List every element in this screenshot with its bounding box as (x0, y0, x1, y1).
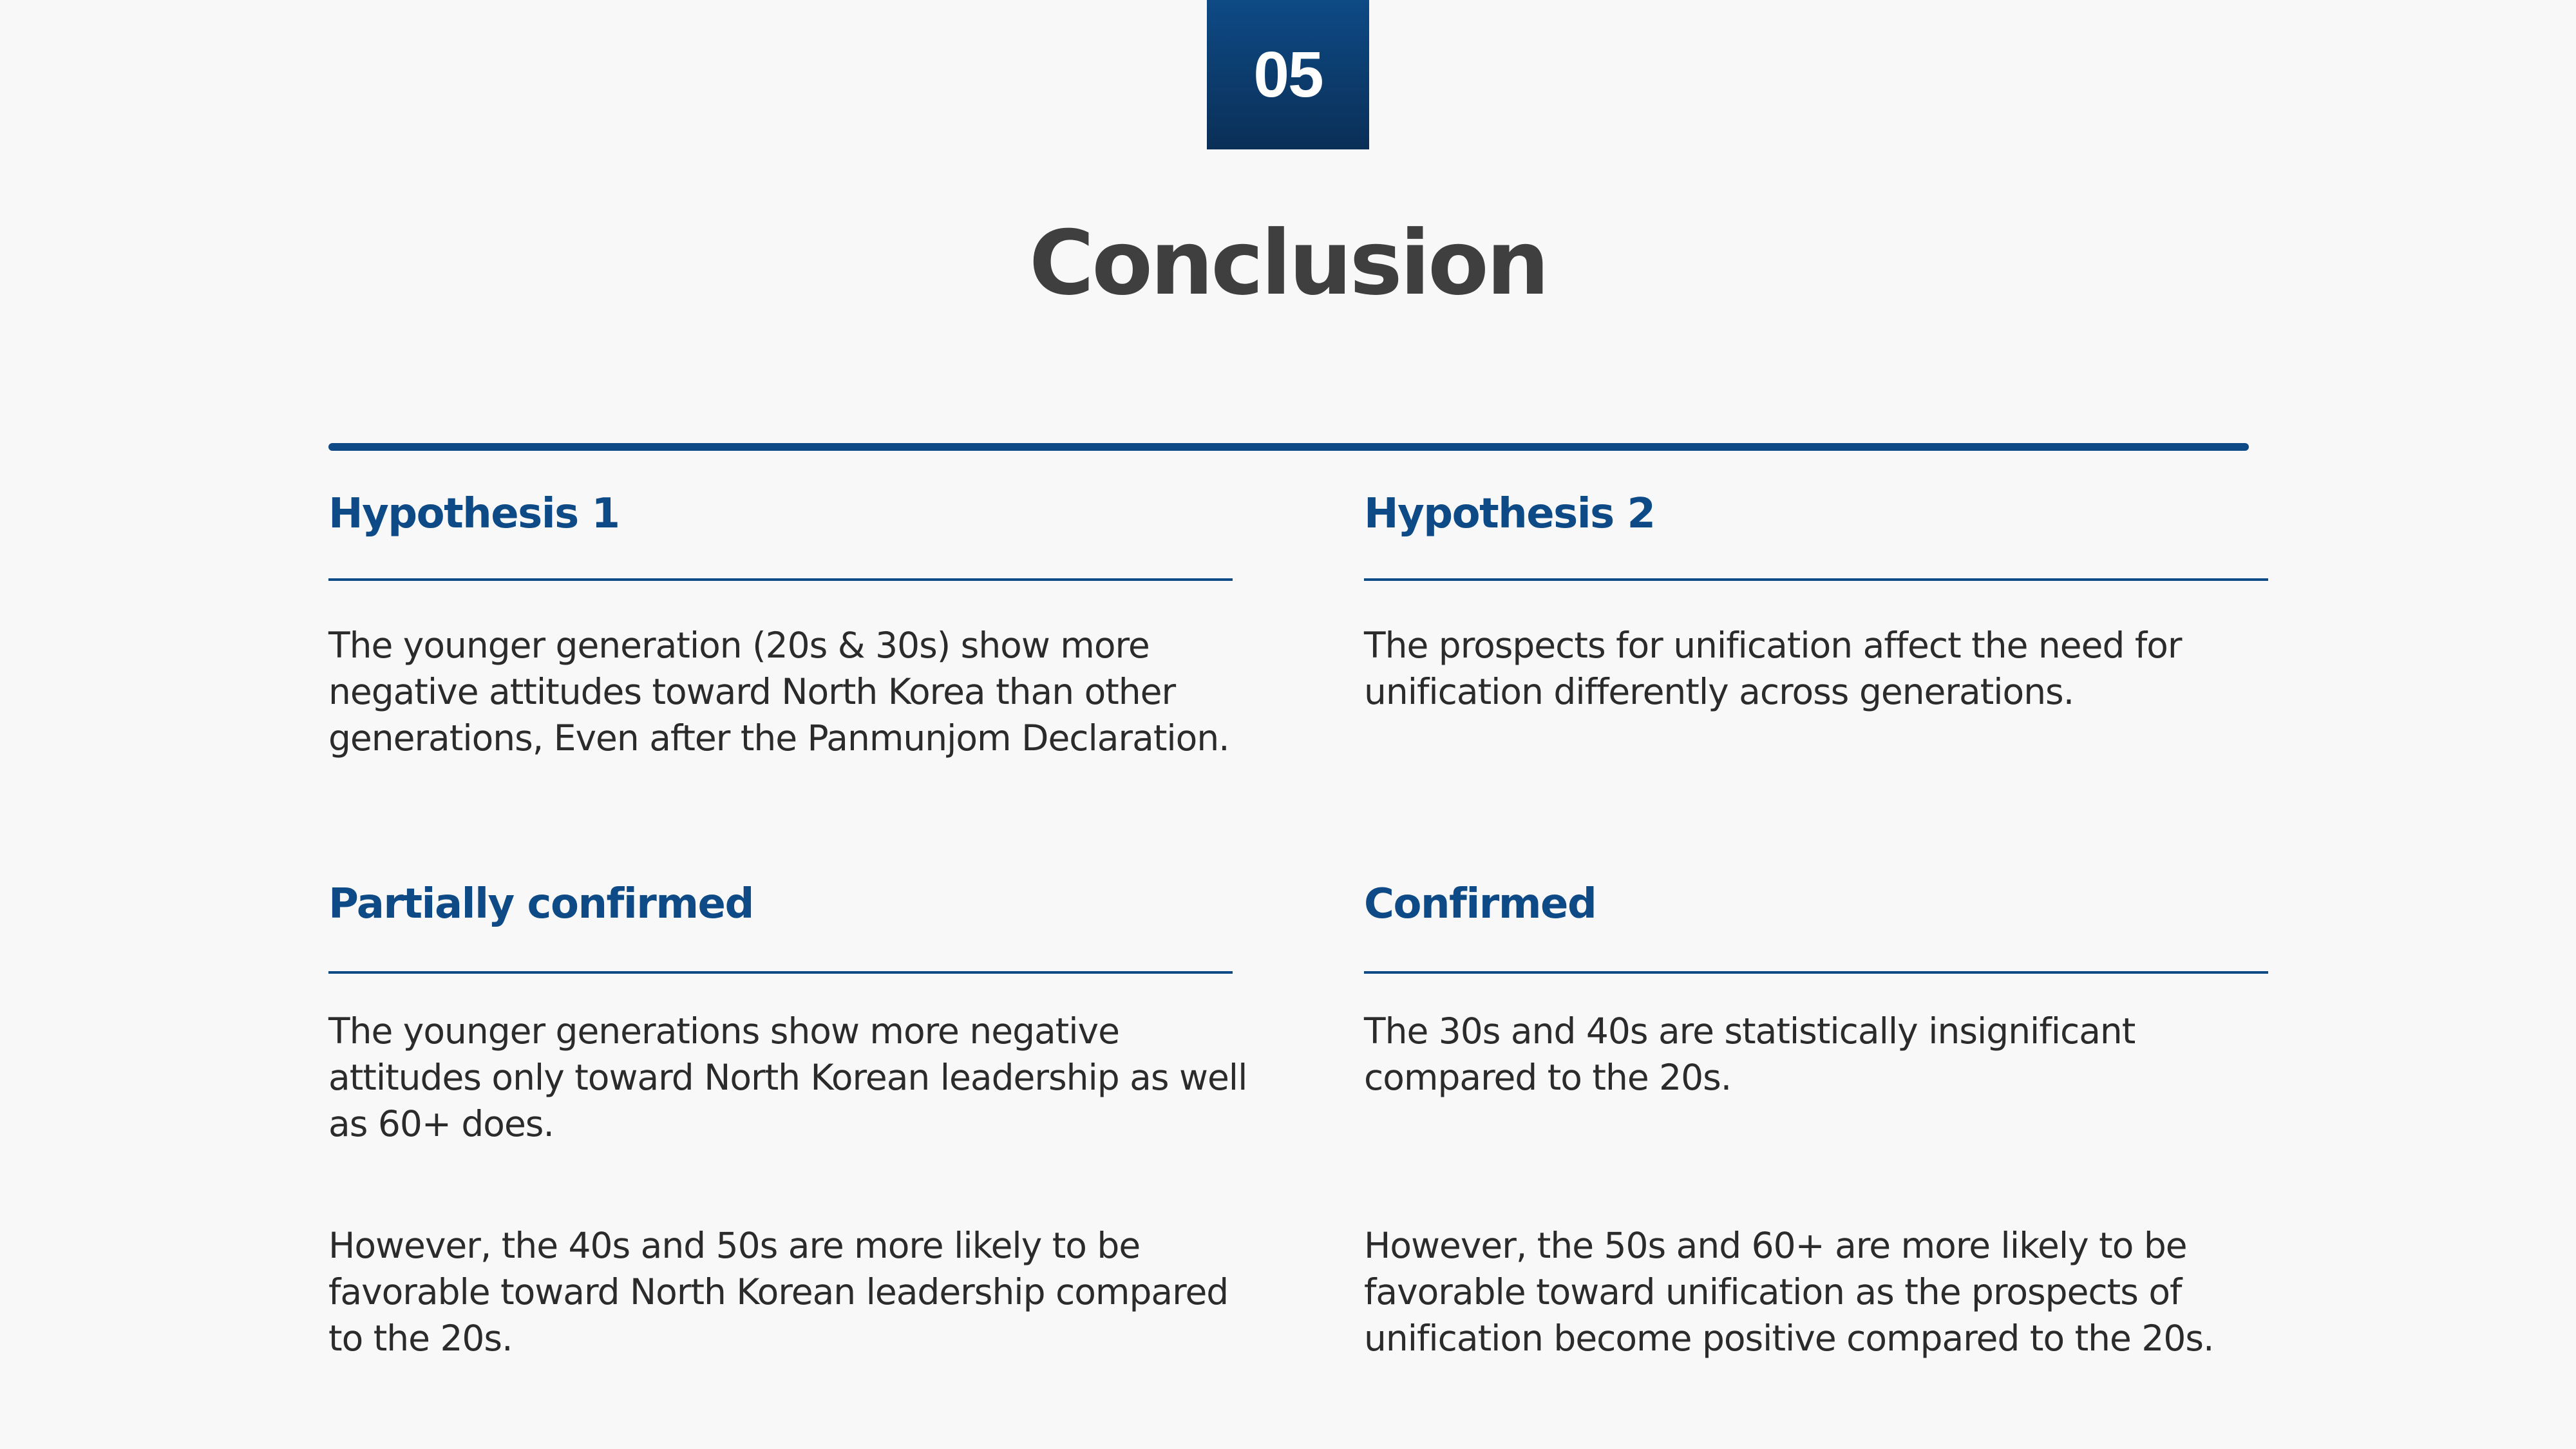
result-2-text-1: The 30s and 40s are statistically insign… (1364, 1010, 2136, 1098)
result-1-divider (328, 971, 1233, 974)
result-1-heading: Partially confirmed (328, 880, 754, 928)
hypothesis-1-text: The younger generation (20s & 30s) show … (328, 625, 1230, 759)
hypothesis-2-text: The prospects for unification affect the… (1364, 625, 2182, 712)
result-2-divider (1364, 971, 2268, 974)
hypothesis-1-heading: Hypothesis 1 (328, 490, 620, 538)
section-number: 05 (1253, 38, 1323, 111)
top-divider (328, 443, 2249, 451)
section-number-badge: 05 (1207, 0, 1369, 149)
page-title: Conclusion (1028, 211, 1549, 315)
result-2-text-2: However, the 50s and 60+ are more likely… (1364, 1225, 2214, 1359)
result-2-heading: Confirmed (1364, 880, 1597, 928)
hypothesis-2-divider (1364, 578, 2268, 581)
result-1-text-2: However, the 40s and 50s are more likely… (328, 1225, 1229, 1359)
hypothesis-1-divider (328, 578, 1233, 581)
result-1-text-1: The younger generations show more negati… (328, 1010, 1247, 1144)
hypothesis-2-heading: Hypothesis 2 (1364, 490, 1656, 538)
